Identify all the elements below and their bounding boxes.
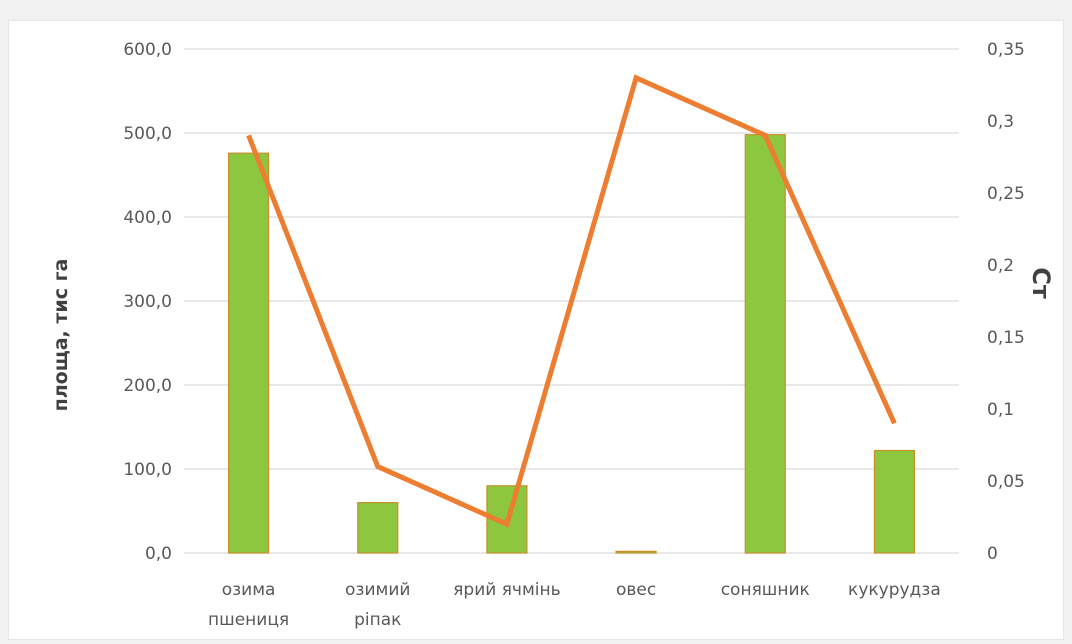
right-axis-title: Ст: [1027, 267, 1055, 299]
right-tick-label: 0,35: [987, 40, 1025, 60]
right-tick-label: 0,15: [987, 328, 1025, 348]
category-label: озимий: [345, 580, 410, 600]
right-axis-ticks: 0 0,05 0,1 0,15 0,2 0,25 0,3 0,35: [987, 40, 1025, 564]
right-tick-label: 0,2: [987, 256, 1014, 276]
right-tick-label: 0,1: [987, 400, 1014, 420]
category-labels: озима пшениця озимий ріпак ярий ячмінь овес со…: [208, 580, 941, 630]
category-label: кукурудза: [848, 580, 941, 600]
category-label: овес: [616, 580, 656, 600]
bar: [744, 134, 786, 554]
left-tick-label: 0,0: [145, 544, 172, 564]
left-tick-label: 600,0: [123, 40, 172, 60]
left-tick-label: 100,0: [123, 460, 172, 480]
left-axis-ticks: 0,0 100,0 200,0 300,0 400,0 500,0 600,0: [123, 40, 172, 564]
category-label: соняшник: [721, 580, 810, 600]
left-tick-label: 400,0: [123, 208, 172, 228]
bar: [873, 449, 916, 554]
right-tick-label: 0,3: [987, 112, 1014, 132]
line-series: [246, 74, 897, 528]
category-label: ярий ячмінь: [453, 580, 560, 600]
series-line: [246, 74, 897, 528]
bar: [615, 550, 657, 554]
bar-series: [227, 134, 916, 554]
bar: [357, 502, 399, 554]
right-tick-label: 0,05: [987, 472, 1025, 492]
category-label: ріпак: [354, 610, 401, 630]
category-label: озима: [222, 580, 276, 600]
left-tick-label: 200,0: [123, 376, 172, 396]
left-axis-title: площа, тис га: [50, 259, 72, 412]
bar: [227, 152, 270, 554]
category-label: пшениця: [208, 610, 289, 630]
left-tick-label: 300,0: [123, 292, 172, 312]
right-tick-label: 0,25: [987, 184, 1025, 204]
right-tick-label: 0: [987, 544, 998, 564]
left-tick-label: 500,0: [123, 124, 172, 144]
chart-frame: 0,0 100,0 200,0 300,0 400,0 500,0 600,0 0 0,05 0…: [8, 20, 1064, 640]
